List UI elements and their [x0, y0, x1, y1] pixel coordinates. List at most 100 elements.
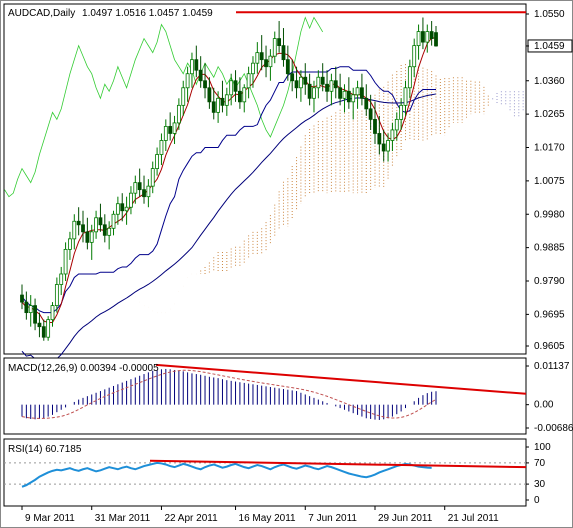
candle-body: [81, 224, 85, 233]
candle-body: [355, 87, 360, 96]
rsi-label: RSI(14) 60.7185: [8, 444, 82, 455]
candle-body: [94, 217, 98, 233]
candle-body: [50, 305, 55, 321]
candle-body: [203, 80, 207, 89]
candle-body: [129, 192, 133, 208]
candle-body: [386, 140, 390, 152]
candle-body: [264, 59, 268, 68]
candle-body: [312, 87, 316, 99]
candle-body: [46, 319, 51, 338]
candle-body: [33, 305, 37, 324]
price-tick-label: 0.9980: [534, 209, 565, 220]
indicator-lines: [4, 11, 526, 366]
candle-body: [381, 143, 386, 152]
candle-body: [146, 185, 151, 198]
price-tick-label: 1.0075: [534, 176, 565, 187]
rsi-tick-label: 0: [534, 495, 540, 506]
candle-body: [63, 248, 68, 275]
rsi-plot-area: [3, 438, 527, 507]
time-tick-label: 9 Mar 2011: [25, 513, 75, 524]
price-tick-label: 1.0360: [534, 76, 565, 87]
candle-body: [320, 76, 325, 85]
candle-body: [159, 140, 164, 155]
candle-body: [190, 59, 194, 75]
macd-tick-label: 0.00: [534, 400, 554, 411]
macd-signal-line: [21, 369, 437, 419]
candle-body: [407, 66, 412, 89]
rsi-tick-label: 70: [534, 458, 546, 469]
ichimoku-cloud: [200, 64, 524, 274]
macd-label: MACD(12,26,9) 0.00394 -0.00005: [8, 363, 159, 374]
candle-body: [107, 227, 112, 236]
candle-body: [41, 326, 46, 338]
candle-body: [120, 203, 125, 212]
price-panel: 1.0550 1.0459 1.0360 1.0265 1.0170 1.0075 0.99…: [3, 3, 573, 366]
kijun-sen: [21, 66, 436, 314]
candle-body: [255, 52, 260, 64]
rsi-panel: 100 70 30 0 RSI(14) 60.7185: [3, 438, 551, 507]
price-tick-label: 0.9885: [534, 243, 565, 254]
price-axis: 1.0550 1.0459 1.0360 1.0265 1.0170 1.0075 0.99…: [526, 9, 573, 352]
price-tick-label: 1.0265: [534, 109, 565, 120]
candle-body: [290, 73, 295, 82]
candle-body: [137, 182, 142, 191]
macd-panel: 0.01137 0.00 -0.00686 MACD(12,26,9) 0.0039…: [3, 357, 573, 435]
macd-axis: 0.01137 0.00 -0.00686: [526, 361, 573, 434]
candle-body: [185, 73, 190, 89]
rsi-axis: 100 70 30 0: [526, 442, 551, 506]
candle-body: [285, 59, 290, 75]
price-tick-label: 0.9790: [534, 276, 565, 287]
candle-body: [377, 133, 382, 145]
candle-body: [307, 83, 312, 99]
candle-body: [364, 97, 369, 110]
candle-body: [168, 126, 173, 134]
candle-body: [412, 45, 417, 68]
rsi-tick-label: 30: [534, 479, 546, 490]
candle-body: [176, 104, 181, 124]
candle-body: [399, 104, 404, 120]
candle-body: [299, 76, 303, 89]
candle-body: [246, 73, 251, 89]
candle-body: [72, 220, 77, 240]
candle-body: [316, 76, 321, 89]
time-axis: 9 Mar 2011 31 Mar 2011 22 Apr 2011 16 May 2…: [21, 506, 499, 524]
candle-body: [416, 31, 421, 47]
candle-body: [89, 231, 94, 243]
candle-body: [434, 32, 438, 47]
candle-body: [20, 294, 24, 303]
rsi-line: [4, 459, 527, 488]
candle-body: [37, 322, 42, 328]
candle-body: [207, 87, 212, 103]
candle-body: [155, 154, 159, 169]
candle-body: [259, 52, 264, 61]
candle-body: [150, 168, 155, 187]
candle-body: [172, 122, 177, 134]
price-tick-label: 0.9695: [534, 309, 565, 320]
price-tick-label: 1.0170: [534, 143, 565, 154]
macd-histogram: [21, 363, 527, 420]
candle-body: [237, 90, 242, 103]
candle-body: [329, 80, 334, 92]
candle-body: [76, 220, 81, 226]
candle-body: [216, 97, 221, 113]
candle-body: [342, 90, 347, 99]
candle-body: [390, 129, 395, 141]
candle-body: [198, 69, 203, 82]
time-tick-label: 16 May 2011: [239, 513, 297, 524]
candle-body: [220, 97, 225, 106]
rsi-series: [21, 461, 432, 488]
candle-body: [98, 217, 103, 226]
candle-body: [294, 80, 299, 89]
candle-body: [403, 87, 408, 106]
candle-body: [181, 87, 186, 106]
candle-body: [429, 31, 434, 39]
candle-body: [368, 108, 373, 120]
time-tick-label: 22 Apr 2011: [164, 513, 218, 524]
candle-body: [142, 189, 146, 198]
candle-body: [28, 305, 33, 314]
candle-body: [325, 83, 329, 92]
candle-body: [281, 45, 286, 61]
candle-body: [211, 101, 216, 113]
candle-body: [242, 87, 247, 103]
